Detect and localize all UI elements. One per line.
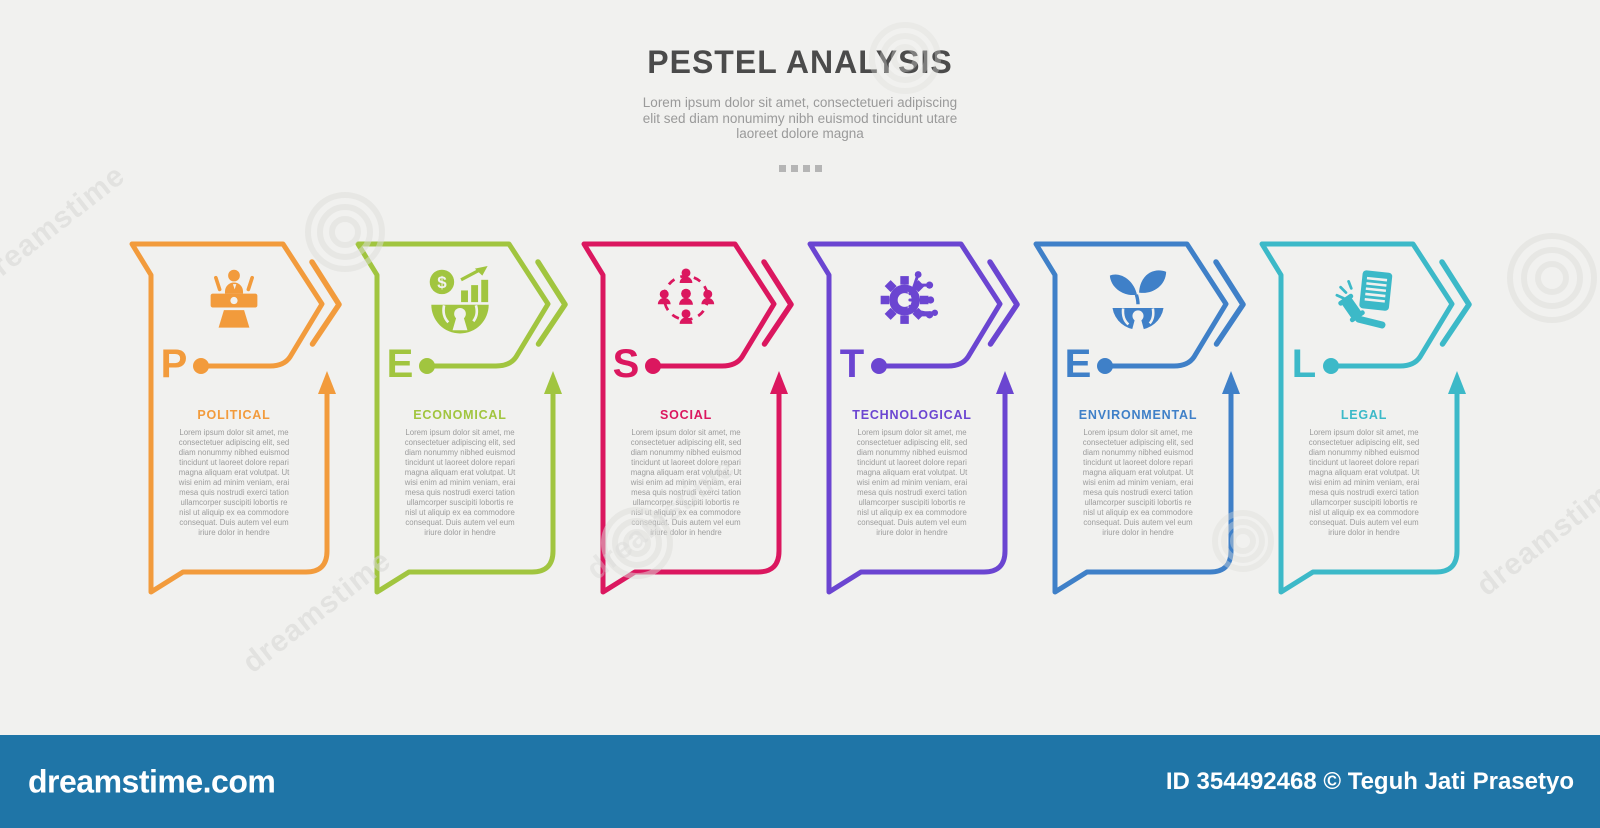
image-credit: ID 354492468 © Teguh Jati Prasetyo [1165,767,1574,795]
plant-growth-icon [1108,268,1168,334]
card-description: Lorem ipsum dolor sit amet, me consectet… [404,428,516,537]
card-shape-art: L [1259,241,1472,595]
pestel-card: P POLITICAL Lorem ipsum dolor sit amet, … [129,228,355,642]
connector-dot-icon [1323,358,1339,374]
card-outline-shape [1259,241,1460,595]
watermark-spiral-icon [1507,233,1597,323]
card-description: Lorem ipsum dolor sit amet, me consectet… [1308,428,1420,537]
card-shape-art: P [129,241,342,595]
card-outline-shape [807,241,1008,595]
card-letter: T [840,342,864,386]
double-chevron-icon [987,259,1020,347]
up-arrow-head-icon [1222,371,1240,394]
card-title: LEGAL [1340,408,1388,422]
brand-logo: dreamstime.com [28,763,276,799]
economy-icon [428,266,491,334]
up-arrow-head-icon [770,371,788,394]
card-outline-shape [129,241,330,595]
card-description: Lorem ipsum dolor sit amet, me consectet… [856,428,968,537]
card-letter: L [1292,342,1316,386]
double-chevron-icon [309,259,342,347]
double-chevron-icon [761,259,794,347]
card-letter: S [613,342,640,386]
up-arrow-head-icon [544,371,562,394]
card-description: Lorem ipsum dolor sit amet, me consectet… [178,428,290,537]
card-description: Lorem ipsum dolor sit amet, me consectet… [630,428,742,537]
page-subtitle: Lorem ipsum dolor sit amet, consectetuer… [642,95,958,141]
card-outline-shape [1033,241,1234,595]
pestel-card: S SOCIAL Lorem ipsum dolor sit amet, me … [581,228,807,642]
card-shape-art: T [807,241,1020,595]
card-outline-shape [581,241,782,595]
card-title: TECHNOLOGICAL [852,408,972,422]
connector-dot-icon [871,358,887,374]
up-arrow-head-icon [1448,371,1466,394]
double-chevron-icon [1213,259,1246,347]
watermark-footer-bar: dreamstime.com ID 354492468 © Teguh Jati… [0,735,1600,828]
card-letter: E [387,342,414,386]
page-title: PESTEL ANALYSIS [647,44,953,80]
up-arrow-head-icon [318,371,336,394]
gavel-document-icon [1335,268,1394,331]
divider-square [778,165,786,172]
card-title: POLITICAL [197,408,271,422]
card-title: ECONOMICAL [413,408,507,422]
card-title: ENVIRONMENTAL [1078,408,1198,422]
pestel-card: T TECHNOLOGICAL Lorem ipsum dolor sit am… [807,228,1033,642]
connector-dot-icon [193,358,209,374]
pestel-card: L LEGAL Lorem ipsum dolor sit amet, me c… [1259,228,1485,642]
double-chevron-icon [1439,259,1472,347]
card-shape-art: S [581,241,794,595]
divider-square [790,165,798,172]
card-shape-art: E [1033,241,1246,595]
up-arrow-head-icon [996,371,1014,394]
card-letter: P [161,342,188,386]
people-network-icon [656,267,716,326]
card-letter: E [1065,342,1092,386]
podium-icon [210,269,258,328]
watermark-text: dreamstime [1470,466,1600,603]
double-chevron-icon [535,259,568,347]
connector-dot-icon [1097,358,1113,374]
divider-square [814,165,822,172]
divider-square [802,165,810,172]
connector-dot-icon [645,358,661,374]
watermark-text: dreamstime [0,158,132,295]
gear-circuit-icon [879,269,940,326]
pestel-card: E ECONOMICAL Lorem ipsum dolor sit amet,… [355,228,581,642]
card-title: SOCIAL [659,408,713,422]
card-description: Lorem ipsum dolor sit amet, me consectet… [1082,428,1194,537]
connector-dot-icon [419,358,435,374]
divider-squares [0,165,1600,172]
pestel-card: E ENVIRONMENTAL Lorem ipsum dolor sit am… [1033,228,1259,642]
